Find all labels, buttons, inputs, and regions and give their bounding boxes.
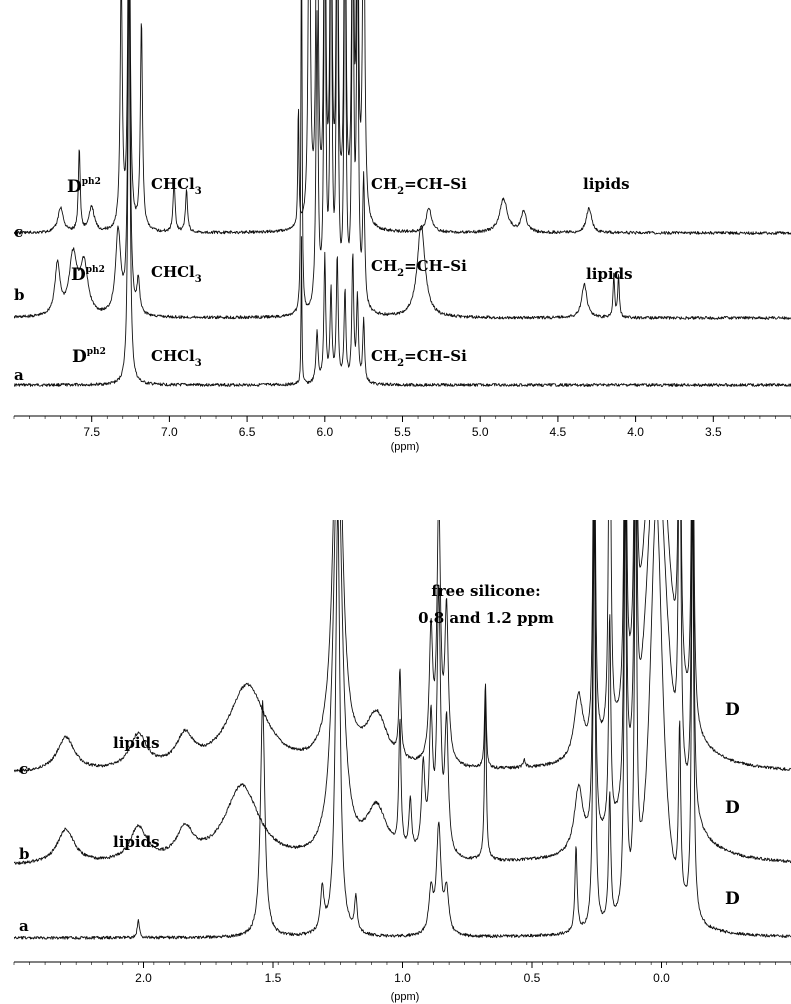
- vinyl-subscript: 2: [397, 268, 404, 279]
- top-dph2-label-a: Dph2: [72, 347, 106, 367]
- top-vinyl-label-b: CH2=CH–Si: [371, 257, 467, 279]
- top-vinyl-label-a: CH2=CH–Si: [371, 347, 467, 369]
- x-tick-label: 1.0: [394, 971, 411, 985]
- chcl3-text: CHCl: [151, 347, 195, 365]
- vinyl-text: CH: [371, 257, 397, 275]
- top-trace-label-c: c: [14, 223, 23, 241]
- bottom-d-label-a: D: [725, 889, 740, 909]
- x-tick-label: 5.5: [394, 425, 411, 439]
- top-chcl3-label-a: CHCl3: [151, 347, 202, 369]
- vinyl-text: CH: [371, 175, 397, 193]
- top-x-ticks: 7.5 7.0 6.5 6.0 5.5 5.0 4.5 4.0 3.5: [13, 416, 791, 439]
- bottom-spectrum-panel: 2.0 1.5 1.0 0.5 0.0 (ppm) c b a free silicon…: [13, 520, 791, 1003]
- bottom-trace-label-b: b: [19, 845, 30, 863]
- top-dph2-label-b: Dph2: [71, 265, 105, 285]
- dph2-superscript: ph2: [87, 347, 106, 357]
- x-tick-label: 5.0: [472, 425, 489, 439]
- vinyl-text-rest: =CH–Si: [404, 175, 467, 193]
- x-tick-label: 4.0: [627, 425, 644, 439]
- x-tick-label: 3.5: [705, 425, 722, 439]
- x-tick-label: 2.0: [135, 971, 152, 985]
- spectrum-trace-c: [14, 520, 791, 773]
- top-dph2-label-c: Dph2: [67, 177, 101, 197]
- vinyl-text-rest: =CH–Si: [404, 347, 467, 365]
- top-traces: [14, 0, 791, 387]
- free-silicone-label-line2: 0.8 and 1.2 ppm: [418, 609, 554, 627]
- top-lipids-label-c: lipids: [583, 175, 630, 193]
- bottom-lipids-label-c: lipids: [113, 734, 160, 752]
- x-tick-label: 0.0: [653, 971, 670, 985]
- x-tick-label: 7.0: [161, 425, 178, 439]
- x-tick-label: 6.5: [239, 425, 256, 439]
- vinyl-text-rest: =CH–Si: [404, 257, 467, 275]
- top-trace-label-a: a: [14, 366, 24, 384]
- chcl3-subscript: 3: [195, 186, 202, 197]
- dph2-superscript: ph2: [82, 177, 101, 187]
- vinyl-subscript: 2: [397, 358, 404, 369]
- spectrum-trace-b: [14, 0, 791, 320]
- bottom-trace-label-a: a: [19, 917, 29, 935]
- chcl3-text: CHCl: [151, 175, 195, 193]
- spectrum-trace-a: [14, 0, 791, 387]
- spectrum-trace-c: [14, 0, 791, 235]
- vinyl-subscript: 2: [397, 186, 404, 197]
- dph2-superscript: ph2: [86, 265, 105, 275]
- bottom-traces: [14, 520, 791, 940]
- bottom-d-label-b: D: [725, 798, 740, 818]
- x-tick-label: 6.0: [316, 425, 333, 439]
- chcl3-text: CHCl: [151, 263, 195, 281]
- top-spectrum-panel: 7.5 7.0 6.5 6.0 5.5 5.0 4.5 4.0 3.5 (ppm) c b a …: [13, 0, 791, 453]
- dph2-letter: D: [72, 347, 87, 367]
- bottom-d-label-c: D: [725, 700, 740, 720]
- x-tick-label: 7.5: [83, 425, 100, 439]
- top-chcl3-label-b: CHCl3: [151, 263, 202, 285]
- top-trace-label-b: b: [14, 286, 25, 304]
- bottom-x-axis-label: (ppm): [391, 991, 420, 1003]
- bottom-lipids-label-b: lipids: [113, 833, 160, 851]
- free-silicone-label-line1: free silicone:: [431, 582, 540, 600]
- vinyl-text: CH: [371, 347, 397, 365]
- top-lipids-label-b: lipids: [586, 265, 633, 283]
- chcl3-subscript: 3: [195, 274, 202, 285]
- bottom-trace-label-c: c: [19, 760, 28, 778]
- bottom-x-ticks: 2.0 1.5 1.0 0.5 0.0: [13, 962, 791, 985]
- top-vinyl-label-c: CH2=CH–Si: [371, 175, 467, 197]
- spectrum-trace-b: [14, 520, 791, 865]
- spectrum-trace-a: [14, 520, 791, 940]
- x-tick-label: 4.5: [550, 425, 567, 439]
- x-tick-label: 1.5: [265, 971, 282, 985]
- dph2-letter: D: [71, 265, 86, 285]
- dph2-letter: D: [67, 177, 82, 197]
- x-tick-label: 0.5: [524, 971, 541, 985]
- top-chcl3-label-c: CHCl3: [151, 175, 202, 197]
- chcl3-subscript: 3: [195, 358, 202, 369]
- top-x-axis-label: (ppm): [391, 441, 420, 453]
